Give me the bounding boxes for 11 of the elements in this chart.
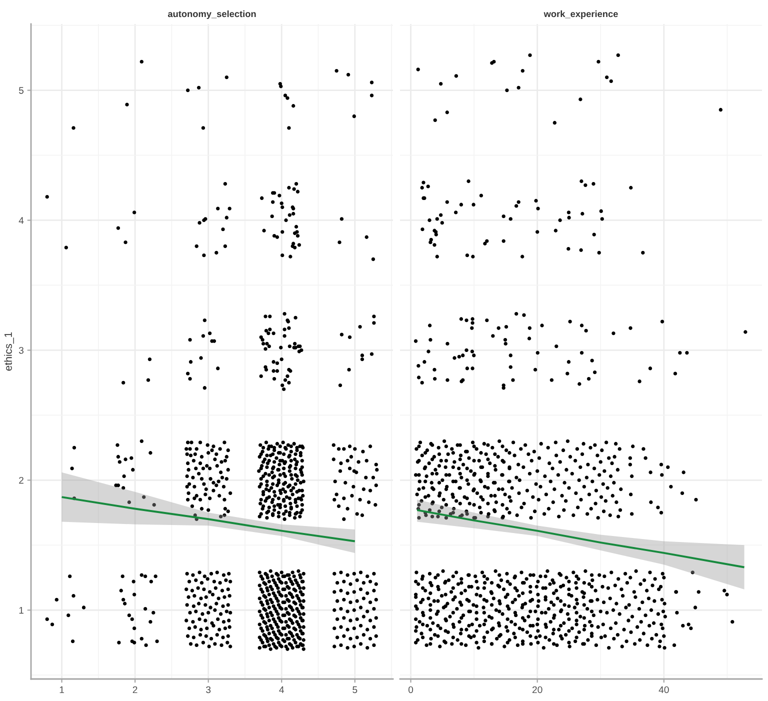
x-tick-label: 20: [532, 686, 542, 694]
x-tick-label: 40: [658, 686, 669, 694]
x-tick-label: 0: [408, 686, 414, 694]
y-tick-label: 1: [19, 607, 24, 614]
x-tick-label: 2: [132, 686, 138, 694]
x-tick-label: 1: [60, 686, 64, 694]
x-tick-label: 3: [206, 686, 211, 694]
x-tick-label: 5: [352, 686, 358, 694]
chart-title: work_experience: [544, 10, 618, 19]
x-tick-label: 4: [279, 686, 284, 694]
y-tick-label: 2: [19, 476, 24, 484]
